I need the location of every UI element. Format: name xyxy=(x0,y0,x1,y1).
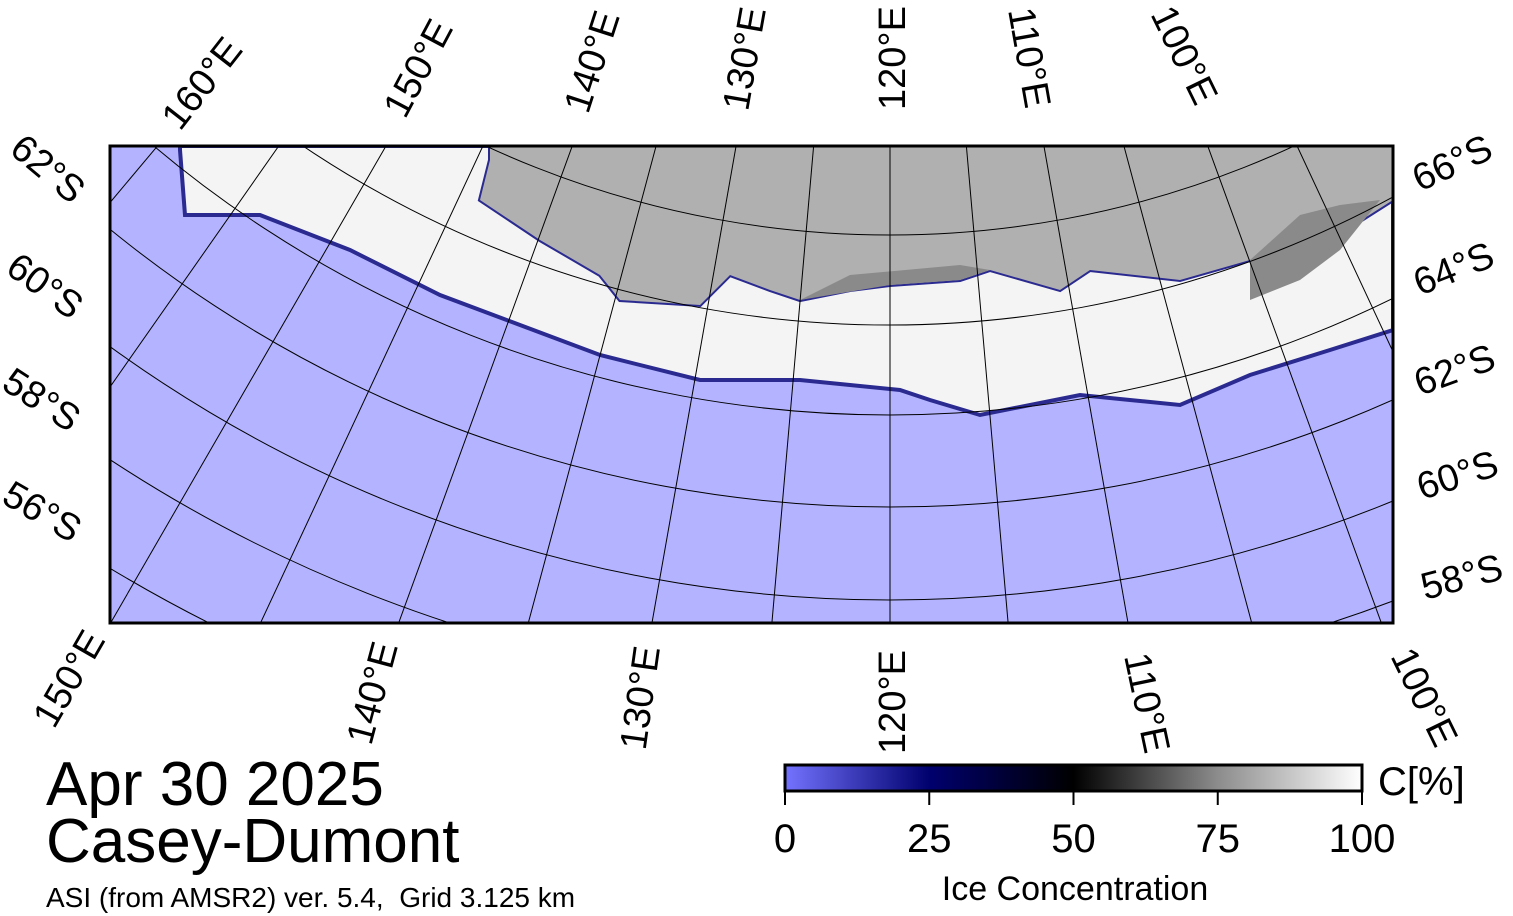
graticule-label: 100°E xyxy=(1382,642,1465,754)
graticule-label: 140°E xyxy=(557,6,629,118)
graticule-label: 140°E xyxy=(339,637,406,748)
graticule-label: 56°S xyxy=(0,473,88,551)
graticule-label: 130°E xyxy=(716,4,775,114)
region: Casey-Dumont xyxy=(46,807,459,876)
graticule-label: 62°S xyxy=(1409,337,1501,405)
ice-shelf xyxy=(800,200,1380,300)
meridian xyxy=(110,146,280,388)
map-area xyxy=(110,146,1393,623)
meridian xyxy=(771,146,815,623)
graticule-label: 160°E xyxy=(154,30,251,138)
graticule-label: 120°E xyxy=(872,650,914,754)
meridian xyxy=(651,146,737,623)
meridian xyxy=(1296,146,1393,353)
graticule-label: 120°E xyxy=(872,6,914,110)
colorbar-tick-label: 100 xyxy=(1329,817,1396,861)
map-frame xyxy=(108,144,1395,625)
graticule-label: 64°S xyxy=(1408,234,1501,304)
land xyxy=(480,146,1393,305)
graticule-label: 110°E xyxy=(1115,649,1177,757)
colorbar-unit: C[%] xyxy=(1378,760,1465,804)
graticule-label: 60°S xyxy=(1412,443,1504,509)
colorbar-title: Ice Concentration xyxy=(942,870,1209,908)
graticule-label: 62°S xyxy=(2,127,92,212)
graticule-label: 60°S xyxy=(0,245,90,328)
graticule-label: 150°E xyxy=(25,624,113,735)
meridian xyxy=(1207,146,1382,623)
meridian xyxy=(965,146,1009,623)
meridian xyxy=(110,146,387,623)
graticule-label: 100°E xyxy=(1142,0,1225,111)
meridian xyxy=(259,146,484,623)
colorbar-ramp xyxy=(783,763,1364,793)
graticule-label: 58°S xyxy=(1416,547,1507,609)
graticule-label: 110°E xyxy=(999,4,1058,111)
colorbar: C[%] Ice Concentration 0 25 50 75 100 xyxy=(774,760,1465,908)
date: Apr 30 2025 xyxy=(46,750,384,819)
graticule-label: 66°S xyxy=(1406,127,1499,200)
subtitle: ASI (from AMSR2) ver. 5.4, Grid 3.125 km xyxy=(46,882,575,913)
graticule-label: 58°S xyxy=(0,360,87,440)
colorbar-tick-label: 25 xyxy=(907,817,952,861)
graticule xyxy=(110,146,1393,623)
graticule-label: 150°E xyxy=(376,13,462,125)
meridian xyxy=(527,146,657,623)
meridian xyxy=(398,146,573,623)
graticule-label: 130°E xyxy=(613,643,669,752)
meridian xyxy=(1043,146,1129,623)
colorbar-tick-label: 75 xyxy=(1196,817,1241,861)
meridian xyxy=(1123,146,1253,623)
colorbar-tick-label: 50 xyxy=(1051,817,1096,861)
colorbar-tick-label: 0 xyxy=(774,817,796,861)
